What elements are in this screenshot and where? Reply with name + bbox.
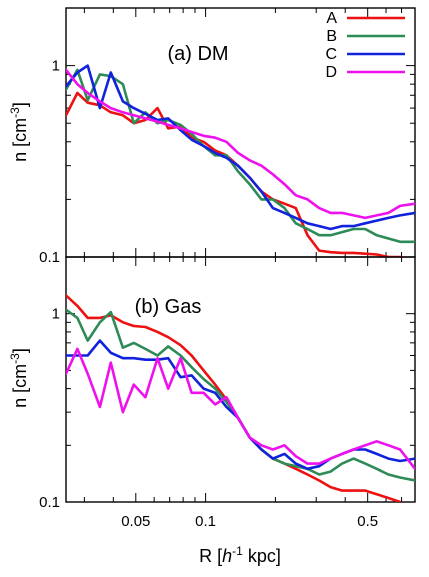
- series-line-d: [66, 68, 415, 220]
- panel-gas-ticks: 0.1 1 0.05 0.1 0.5: [39, 257, 415, 530]
- y-tick-label: 1: [52, 58, 60, 75]
- series-line-d: [66, 347, 415, 471]
- y-tick-label: 0.1: [39, 249, 60, 266]
- panel-gas-frame: [65, 256, 416, 503]
- legend-label-d: D: [325, 64, 337, 81]
- legend-label-b: B: [326, 28, 337, 45]
- panel-dm-lines: [66, 64, 415, 257]
- series-line-b: [66, 68, 415, 244]
- series-line-a: [66, 91, 403, 257]
- svg-text:n [cm-3]: n [cm-3]: [8, 348, 30, 408]
- panel-gas-ylabel: n [cm-3]: [8, 348, 30, 408]
- panel-dm-ticks: 0.11: [39, 8, 415, 266]
- series-line-c: [66, 64, 415, 231]
- panel-dm-ylabel: n [cm-3]: [8, 102, 30, 162]
- panel-gas-title: (b) Gas: [135, 296, 202, 318]
- x-tick-label: 0.5: [357, 513, 378, 530]
- series-line-c: [66, 339, 415, 471]
- panel-dm-title: (a) DM: [167, 43, 228, 65]
- legend-label-a: A: [326, 10, 337, 27]
- panel-gas-lines: [66, 294, 415, 502]
- x-tick-label: 0.1: [195, 513, 216, 530]
- svg-text:n [cm-3]: n [cm-3]: [8, 102, 30, 162]
- panel-dm-frame: [65, 7, 416, 258]
- x-tick-label: 0.05: [121, 513, 150, 530]
- x-axis-label: R [h-1 kpc]: [199, 544, 281, 566]
- panel-gas: (b) Gas 0.1 1 0.05 0.1 0.5 n [cm-3]: [8, 256, 416, 530]
- legend-label-c: C: [325, 46, 337, 63]
- y-tick-label: 1: [52, 306, 60, 323]
- y-tick-label: 0.1: [39, 494, 60, 511]
